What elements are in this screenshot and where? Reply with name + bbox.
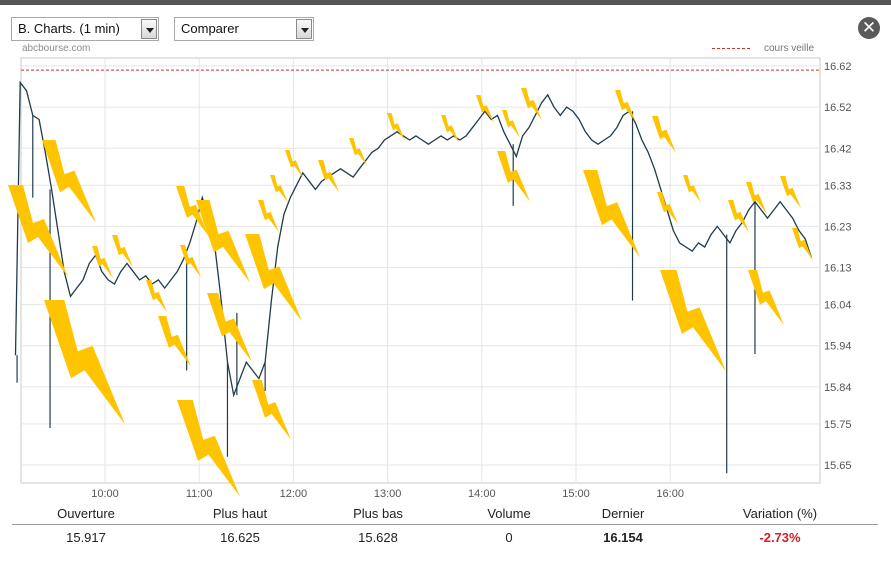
lightning-decoration (441, 115, 459, 143)
stats-label-low: Plus bas (353, 506, 403, 521)
site-label: abcbourse.com (22, 43, 91, 54)
lightning-decoration (502, 110, 520, 138)
lightning-decoration (180, 245, 201, 278)
lightning-decoration (746, 182, 767, 215)
chevron-down-icon[interactable] (141, 19, 157, 39)
stats-labels-row: Ouverture Plus haut Plus bas Volume Dern… (12, 506, 878, 526)
y-tick-label: 16.33 (824, 180, 852, 192)
x-tick-label: 13:00 (374, 488, 402, 500)
lightning-decoration (728, 200, 749, 233)
lightning-decoration (652, 116, 676, 153)
compare-select-value: Comparer (181, 21, 239, 36)
y-tick-label: 16.42 (824, 143, 852, 155)
lightning-decoration (92, 246, 113, 279)
lightning-decoration (521, 88, 542, 121)
period-select[interactable]: B. Charts. (1 min) (11, 17, 159, 41)
x-tick-label: 14:00 (468, 488, 496, 500)
lightning-decoration (245, 234, 302, 322)
y-tick-label: 15.75 (824, 419, 852, 431)
lightning-decoration (387, 113, 405, 141)
lightning-decoration (780, 176, 801, 209)
lightning-decoration (318, 160, 339, 193)
lightning-decoration (207, 293, 252, 362)
compare-select[interactable]: Comparer (174, 17, 314, 41)
y-tick-label: 16.23 (824, 221, 852, 233)
y-tick-label: 16.62 (824, 61, 852, 73)
lightning-decoration (683, 175, 701, 203)
y-tick-label: 15.84 (824, 382, 852, 394)
price-series-line (14, 80, 813, 398)
stats-label-last: Dernier (601, 506, 645, 521)
period-select-value: B. Charts. (1 min) (18, 21, 120, 36)
lightning-decoration (476, 95, 494, 123)
stats-label-volume: Volume (487, 506, 531, 521)
legend-line-swatch (712, 47, 750, 49)
lightning-decoration (176, 186, 209, 237)
stats-value-change: -2.73% (759, 530, 801, 545)
x-tick-label: 15:00 (562, 488, 590, 500)
lightning-decoration (8, 185, 68, 277)
lightning-decoration (270, 175, 288, 203)
x-tick-label: 16:00 (656, 488, 684, 500)
stats-label-high: Plus haut (212, 506, 268, 521)
lightning-decoration (158, 316, 191, 367)
x-tick-label: 11:00 (186, 488, 213, 500)
price-chart: 16.62 16.52 16.42 16.33 16.23 16.13 16.04 15.94… (8, 57, 852, 500)
stats-divider (12, 524, 878, 525)
y-tick-label: 16.52 (824, 102, 852, 114)
lightning-decoration (748, 270, 784, 326)
stats-value-volume: 0 (505, 530, 513, 545)
lightning-decoration (146, 280, 167, 313)
stats-value-last: 16.154 (603, 530, 643, 545)
lightning-decoration (583, 170, 640, 258)
stats-value-low: 15.628 (358, 530, 398, 545)
lightning-decoration (196, 200, 250, 283)
y-tick-label: 15.65 (824, 460, 852, 472)
stats-value-high: 16.625 (220, 530, 260, 545)
lightning-decoration (615, 90, 636, 123)
top-bar (0, 0, 891, 5)
stats-values-row: 15.917 16.625 15.628 0 16.154 -2.73% (12, 530, 878, 550)
lightning-decoration (177, 400, 240, 497)
lightning-decoration (792, 228, 813, 261)
plot-area (20, 57, 821, 484)
chart-legend: cours veille (712, 43, 814, 54)
y-tick-label: 15.94 (824, 341, 852, 353)
close-icon[interactable]: ✕ (858, 17, 880, 39)
lightning-decoration (252, 380, 291, 440)
stats-value-open: 15.917 (66, 530, 106, 545)
lightning-decoration (497, 151, 530, 202)
legend-label: cours veille (764, 43, 815, 54)
chevron-down-icon[interactable] (296, 19, 312, 39)
stats-label-open: Ouverture (57, 506, 115, 521)
lightning-decoration (112, 235, 133, 268)
lightning-decoration (657, 192, 678, 225)
x-tick-label: 12:00 (280, 488, 308, 500)
x-tick-label: 10:00 (91, 488, 119, 500)
lightning-decoration (285, 150, 303, 178)
lightning-decoration (44, 300, 125, 425)
y-tick-label: 16.04 (824, 300, 852, 312)
lightning-decoration (258, 200, 279, 233)
y-tick-label: 16.13 (824, 263, 852, 275)
lightning-decoration (660, 270, 726, 372)
lightning-decoration (349, 138, 367, 166)
lightning-decoration (42, 140, 96, 223)
stats-label-change: Variation (%) (742, 506, 818, 521)
